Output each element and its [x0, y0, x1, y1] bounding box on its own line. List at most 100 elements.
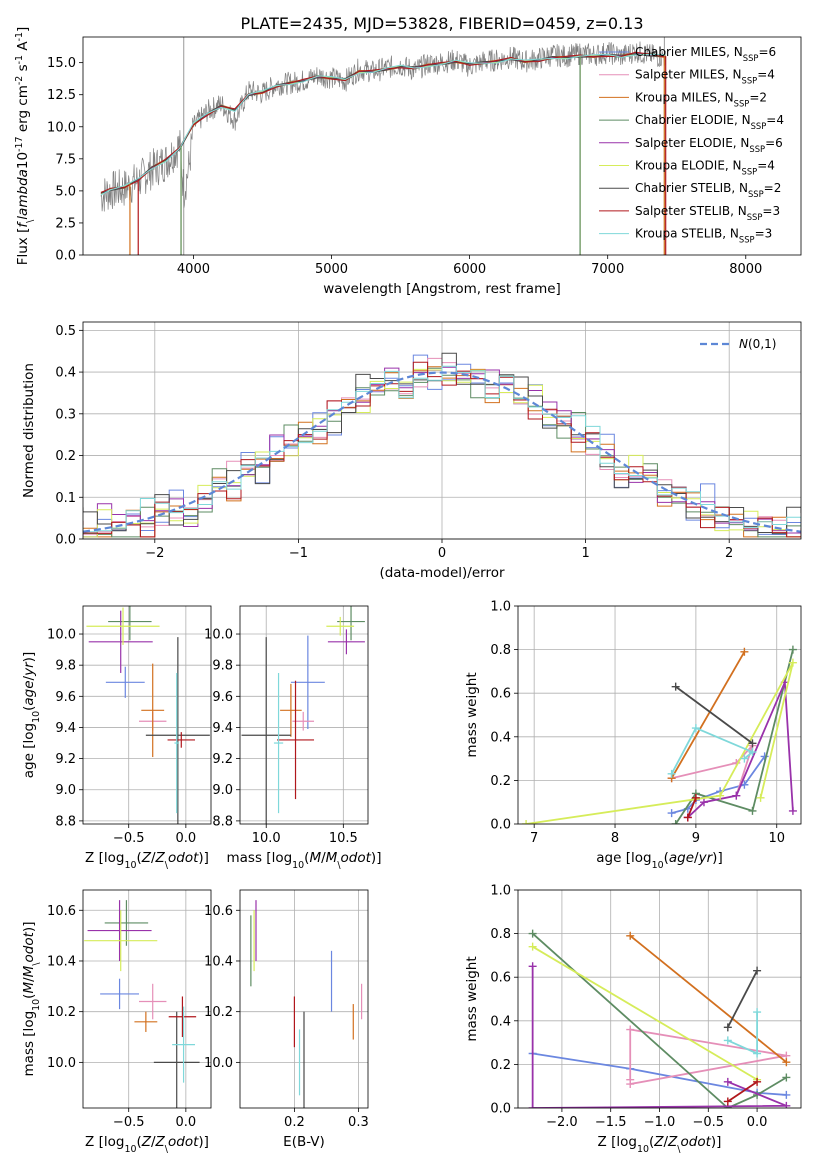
x-axis-label: Z [log10(Z/Z\odot)]	[85, 850, 209, 871]
weight-point	[740, 647, 749, 656]
y-tick-label: 10.0	[47, 628, 76, 643]
weight-point	[626, 1025, 635, 1034]
data-point	[88, 610, 153, 673]
legend-entry: Kroupa STELIB, NSSP=3	[635, 227, 772, 245]
weight-point	[699, 798, 708, 807]
x-tick-label: 8	[611, 831, 619, 846]
x-tick-label: −1.0	[644, 1115, 676, 1130]
weight-point	[723, 1036, 732, 1045]
weight-point	[782, 1101, 791, 1108]
y-tick-label: 10.0	[204, 628, 233, 643]
y-tick-label: 10.0	[47, 1056, 76, 1071]
weight-point	[732, 791, 741, 800]
y-tick-label: 0.1	[55, 491, 76, 506]
weight-series-line	[727, 1081, 758, 1103]
spectrum-legend: Chabrier MILES, NSSP=6 Salpeter MILES, NS…	[599, 45, 784, 245]
x-tick-label: 10.5	[329, 831, 358, 846]
mass-vs-EBV-plot-area	[250, 900, 363, 1108]
data-point	[168, 996, 197, 1038]
x-axis-label: age [log10(age/yr)]	[596, 850, 722, 871]
y-axis-label: mass weight	[464, 672, 480, 757]
x-tick-label: 8000	[729, 262, 762, 277]
residuals-plot-area	[83, 352, 801, 538]
data-point	[337, 606, 365, 641]
y-tick-label: 8.8	[55, 814, 76, 829]
weight-series-line	[525, 662, 794, 824]
x-axis-label: E(B-V)	[283, 1134, 325, 1150]
weight-point	[782, 1058, 791, 1067]
x-tick-label: 0.3	[348, 1115, 369, 1130]
age-vs-mass-frame	[239, 605, 369, 825]
y-axis-label: age [log10(age/yr)]	[21, 652, 42, 778]
y-tick-label: 0.2	[490, 1058, 511, 1073]
y-tick-label: 0.8	[490, 643, 511, 658]
y-tick-label: 9.6	[55, 690, 76, 705]
data-point	[100, 978, 139, 1010]
data-point	[139, 983, 167, 1020]
y-tick-label: 0.8	[490, 927, 511, 942]
y-tick-label: 0.2	[55, 449, 76, 464]
y-axis-label: Normed distribution	[21, 363, 37, 498]
y-tick-label: 0.3	[55, 407, 76, 422]
legend-entry: Chabrier STELIB, NSSP=2	[635, 181, 781, 199]
x-tick-label: 10.0	[252, 831, 281, 846]
x-tick-label: 7	[530, 831, 538, 846]
y-tick-label: 10.6	[47, 904, 76, 919]
y-tick-label: 0.5	[55, 324, 76, 339]
x-tick-label: 0.2	[284, 1115, 305, 1130]
x-tick-label: 0.0	[747, 1115, 768, 1130]
weight-point	[788, 658, 797, 667]
x-axis-label: Z [log10(Z/Z\odot)]	[598, 1134, 722, 1155]
mass-vs-EBV-panel: 0.2 0.3 10.0 10.2 10.4 10.6 E(B-V)	[204, 889, 369, 1150]
y-tick-label: 1.0	[490, 884, 511, 899]
data-point	[327, 629, 365, 655]
data-point	[134, 1011, 158, 1032]
observed-spectrum	[100, 41, 666, 212]
weight-point	[716, 791, 725, 800]
x-tick-label: −1.5	[595, 1115, 627, 1130]
y-tick-label: 0.0	[55, 249, 76, 264]
weight-series-line	[532, 945, 758, 1081]
y-tick-label: 0.4	[490, 1014, 511, 1029]
weight-series-line	[670, 726, 755, 775]
age-vs-Z-plot-area	[86, 606, 210, 824]
weight-series-line	[532, 1052, 787, 1096]
x-tick-label: 0.0	[176, 831, 197, 846]
y-tick-label: 7.5	[55, 152, 76, 167]
weight-point	[528, 942, 537, 951]
legend-entry: Kroupa MILES, NSSP=2	[635, 90, 767, 108]
data-point	[326, 616, 355, 636]
y-tick-label: 12.5	[47, 88, 76, 103]
weight-series-line	[675, 685, 754, 745]
weight-point	[671, 682, 680, 691]
x-axis-label: (data-model)/error	[379, 565, 505, 581]
weight-point	[748, 739, 757, 748]
y-tick-label: 10.4	[204, 954, 233, 969]
data-point	[280, 683, 302, 737]
x-tick-label: 9	[692, 831, 700, 846]
weight-series-line	[671, 755, 766, 814]
weights-vs-age-frame	[517, 605, 802, 825]
data-point	[87, 900, 152, 961]
y-axis-label: mass weight	[464, 956, 480, 1041]
y-tick-label: 0.2	[490, 774, 511, 789]
model-spectrum	[100, 53, 666, 196]
x-tick-label: 0.0	[176, 1115, 197, 1130]
weight-point	[626, 1075, 635, 1084]
y-tick-label: 0.4	[490, 730, 511, 745]
x-tick-label: 7000	[591, 262, 624, 277]
spectrum-frame	[82, 36, 802, 256]
x-tick-label: −0.5	[113, 831, 145, 846]
y-tick-label: 10.2	[204, 1005, 233, 1020]
y-tick-label: 0.0	[490, 818, 511, 833]
weight-series-line	[629, 935, 787, 1063]
weights-vs-Z-frame	[517, 889, 802, 1109]
weight-series-line	[629, 1028, 787, 1085]
weight-series-line	[671, 744, 754, 796]
data-point	[174, 672, 179, 814]
data-point	[105, 666, 145, 698]
y-tick-label: 10.4	[47, 954, 76, 969]
data-point	[153, 1011, 200, 1108]
data-point	[277, 680, 315, 800]
